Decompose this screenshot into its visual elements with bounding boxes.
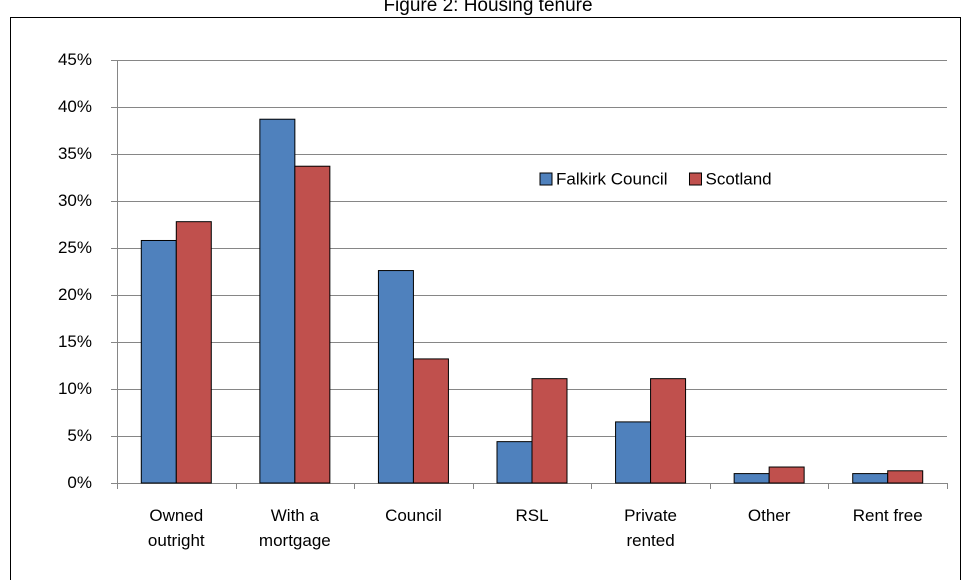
bar xyxy=(140,239,177,484)
y-tick-label: 20% xyxy=(58,285,92,304)
y-tick-label: 40% xyxy=(58,97,92,116)
x-tick-label: Council xyxy=(385,506,442,525)
bar xyxy=(615,421,652,484)
x-tick-label: With a mortgage xyxy=(258,506,331,550)
y-tick-label: 30% xyxy=(58,191,92,210)
bar xyxy=(531,378,568,484)
legend-label: Scotland xyxy=(705,169,771,188)
x-tick-label: RSL xyxy=(515,506,549,525)
bar xyxy=(412,358,449,484)
y-tick-label: 45% xyxy=(58,50,92,69)
bar xyxy=(768,466,805,484)
y-tick-label: 35% xyxy=(58,144,92,163)
y-tick-label: 0% xyxy=(67,473,92,492)
bar xyxy=(852,473,889,484)
bar xyxy=(733,473,770,484)
bar xyxy=(377,270,414,484)
x-tick-label: Owned outright xyxy=(147,506,205,550)
bar xyxy=(259,118,296,484)
y-tick-label: 15% xyxy=(58,332,92,351)
y-tick-label: 25% xyxy=(58,238,92,257)
bar xyxy=(294,165,331,484)
legend-swatch xyxy=(688,172,702,186)
chart-title: Figure 2: Housing tenure xyxy=(383,0,592,16)
x-tick-label: Other xyxy=(747,506,791,525)
y-tick-label: 10% xyxy=(58,379,92,398)
x-tick-label: Rent free xyxy=(852,506,923,525)
legend-swatch xyxy=(539,172,553,186)
bar xyxy=(175,221,212,484)
bar xyxy=(650,378,687,484)
legend-label: Falkirk Council xyxy=(556,169,667,188)
x-tick-label: Private rented xyxy=(624,506,678,550)
y-tick-label: 5% xyxy=(67,426,92,445)
bar xyxy=(887,470,924,484)
bar xyxy=(496,441,533,484)
